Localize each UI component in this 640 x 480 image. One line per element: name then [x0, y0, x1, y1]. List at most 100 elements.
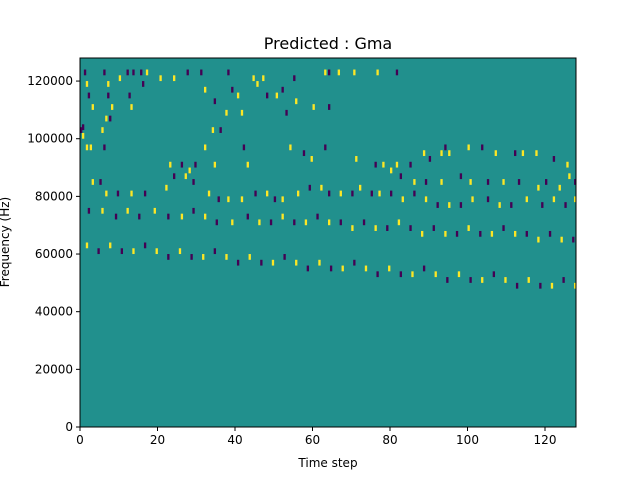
heatmap-cell — [118, 75, 122, 82]
heatmap-cell — [240, 196, 244, 203]
heatmap-cell — [236, 259, 240, 266]
heatmap-cell — [504, 277, 507, 283]
y-tick-label: 80000 — [35, 189, 73, 203]
x-tick-label: 0 — [76, 433, 84, 447]
heatmap-cell — [236, 92, 240, 99]
heatmap-cell — [521, 150, 525, 157]
heatmap-cell — [107, 92, 110, 99]
heatmap-cell — [339, 219, 342, 226]
heatmap-cell — [258, 219, 261, 226]
heatmap-cell — [132, 69, 135, 76]
heatmap-cell — [120, 248, 124, 255]
heatmap-cell — [537, 184, 540, 191]
heatmap-cell — [386, 225, 389, 231]
plot-frame — [79, 57, 577, 428]
heatmap-cell — [376, 69, 379, 76]
heatmap-cell — [204, 144, 207, 151]
heatmap-cell — [271, 259, 275, 266]
heatmap-cell — [91, 104, 94, 110]
heatmap-cell — [353, 259, 356, 266]
heatmap-cell — [436, 202, 439, 208]
heatmap-cell — [114, 213, 118, 220]
heatmap-cell — [231, 86, 234, 93]
heatmap-cell — [395, 161, 399, 168]
heatmap-cell — [541, 202, 544, 208]
heatmap-cell — [434, 271, 437, 278]
heatmap-cell — [329, 265, 333, 272]
heatmap-cell — [140, 69, 143, 76]
heatmap-cell — [424, 179, 428, 185]
heatmap-cell — [574, 282, 576, 289]
heatmap-cell — [293, 75, 296, 82]
heatmap-cell — [132, 248, 135, 255]
y-tick-label: 120000 — [27, 74, 73, 88]
heatmap-cell — [128, 92, 131, 99]
heatmap-cell — [145, 69, 149, 76]
heatmap-cell — [413, 190, 416, 197]
heatmap-cell — [80, 127, 83, 133]
heatmap-cell — [213, 161, 217, 168]
heatmap-cell — [192, 179, 195, 185]
heatmap-cell — [548, 230, 552, 237]
y-axis-label: Frequency (Hz) — [0, 197, 12, 288]
heatmap-cell — [130, 190, 133, 197]
x-axis-label: Time step — [297, 456, 357, 470]
heatmap-cell — [492, 271, 496, 278]
heatmap-cell — [515, 282, 519, 289]
heatmap-cell — [87, 207, 91, 214]
heatmap-cell — [527, 277, 530, 283]
heatmap-cell — [219, 127, 222, 133]
heatmap-cell — [213, 248, 217, 255]
heatmap-cell — [207, 190, 211, 197]
heatmap-cell — [486, 196, 490, 203]
heatmap-cell — [295, 98, 298, 105]
heatmap-cell — [101, 127, 104, 133]
heatmap-cell — [498, 202, 501, 208]
heatmap-cell — [568, 173, 571, 180]
heatmap-cell — [359, 184, 362, 191]
heatmap-cell — [324, 144, 327, 151]
heatmap-cell — [574, 196, 576, 203]
heatmap-cell — [81, 132, 85, 139]
heatmap-cell — [409, 225, 412, 231]
heatmap-cell — [248, 254, 251, 260]
heatmap-cell — [320, 184, 323, 191]
heatmap-cell — [85, 81, 89, 87]
heatmap-cell — [143, 190, 147, 197]
heatmap-cell — [240, 109, 244, 116]
heatmap-cell — [101, 207, 104, 214]
heatmap-cell — [490, 230, 494, 237]
heatmap-cell — [471, 196, 474, 203]
heatmap-cell — [159, 75, 162, 82]
heatmap-cell — [374, 161, 377, 168]
heatmap-cell — [143, 242, 147, 249]
heatmap-cell — [295, 259, 298, 266]
heatmap-cell — [85, 242, 89, 249]
heatmap-cell — [353, 69, 356, 76]
heatmap-cell — [469, 277, 472, 283]
heatmap-cell — [302, 150, 306, 157]
heatmap-cell — [269, 219, 273, 226]
heatmap-cell — [424, 196, 428, 203]
heatmap-cell — [318, 259, 321, 266]
heatmap-cell — [213, 98, 217, 105]
heatmap-cell — [382, 161, 385, 168]
y-tick-label: 20000 — [35, 362, 73, 376]
heatmap-cell — [281, 213, 284, 220]
heatmap-cell — [167, 213, 170, 220]
heatmap-cell — [467, 144, 470, 151]
heatmap-cell — [494, 150, 497, 157]
heatmap-cell — [510, 202, 513, 208]
heatmap-cell — [351, 225, 354, 231]
x-tick-label: 80 — [382, 433, 397, 447]
heatmap-cell — [260, 259, 263, 266]
x-tick-label: 40 — [227, 433, 242, 447]
heatmap-cell — [192, 207, 195, 214]
heatmap-cell — [281, 196, 284, 203]
heatmap-cell — [204, 213, 207, 220]
heatmap-cell — [173, 173, 176, 180]
heatmap-cell — [422, 150, 426, 157]
heatmap-cell — [85, 144, 89, 151]
heatmap-cell — [190, 254, 193, 260]
y-tick-label: 100000 — [27, 132, 73, 146]
